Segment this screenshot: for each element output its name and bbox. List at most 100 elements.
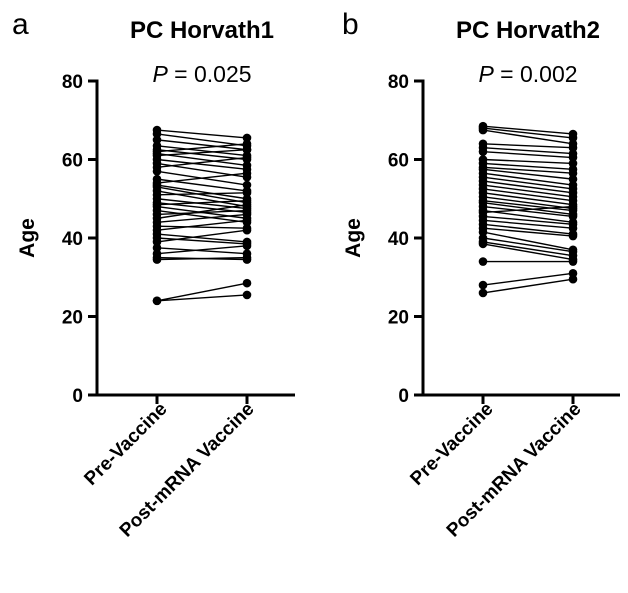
pair-line (156, 139, 248, 151)
data-point-post (242, 241, 252, 251)
pair-line (156, 213, 248, 223)
pair-line (482, 184, 574, 198)
data-points-a (152, 125, 252, 306)
pair-line (482, 272, 574, 286)
pair-line (156, 152, 248, 167)
y-tick-label-b: 0 (398, 386, 409, 407)
p-value-label-a: P (152, 61, 168, 87)
data-point-pre (478, 280, 488, 290)
p-value-annotation-a: P = 0.025 (152, 61, 251, 87)
data-point-post (568, 159, 578, 168)
pair-line (482, 127, 574, 139)
pair-line (156, 245, 248, 255)
data-point-post (242, 145, 252, 154)
data-point-post (242, 188, 252, 198)
pair-line (482, 278, 574, 294)
data-point-post (242, 253, 252, 262)
data-point-post (242, 210, 252, 219)
pair-line (482, 172, 574, 186)
pair-line (482, 176, 574, 190)
x-category-label-pre-a: Pre-Vaccine (80, 399, 171, 490)
pair-line (482, 205, 574, 214)
y-tick-label-b: 80 (388, 72, 409, 93)
data-point-post (568, 274, 578, 284)
data-point-post (568, 153, 578, 162)
data-point-post (242, 139, 252, 149)
data-point-post (568, 133, 578, 143)
pair-line (156, 186, 248, 204)
pair-line (482, 200, 574, 212)
pair-line (482, 223, 574, 235)
y-tick-label-a: 40 (62, 229, 83, 250)
pair-line (156, 256, 248, 261)
pair-line (482, 147, 574, 155)
data-point-post (242, 278, 252, 288)
data-point-pre (152, 129, 162, 139)
pair-line (482, 150, 574, 159)
axes-b: 0 20 40 60 80 (388, 72, 620, 407)
pair-line (482, 192, 574, 206)
data-point-pre (478, 125, 488, 135)
data-point-pre (152, 166, 162, 176)
data-points-b (478, 121, 578, 298)
panel-letter-b: b (342, 8, 359, 41)
data-point-post (568, 168, 578, 178)
data-point-post (242, 133, 252, 143)
y-axis-label-a: Age (16, 218, 39, 258)
pair-line (156, 190, 248, 208)
pair-line (156, 143, 248, 153)
pair-line (482, 125, 574, 135)
pair-line (482, 162, 574, 171)
pair-line (482, 201, 574, 216)
y-tick-label-a: 60 (62, 151, 83, 172)
data-point-post (568, 231, 578, 241)
pair-line (482, 215, 574, 225)
data-point-pre (152, 296, 162, 306)
pair-line (156, 247, 248, 255)
pair-lines-b (482, 125, 574, 294)
pair-line (156, 294, 248, 302)
data-point-pre (478, 227, 488, 237)
pair-line (156, 145, 248, 157)
p-value-text-a: = 0.025 (168, 61, 252, 87)
data-point-post (242, 200, 252, 209)
pair-line (156, 184, 248, 200)
pair-line (482, 168, 574, 180)
x-category-label-pre-b: Pre-Vaccine (406, 399, 497, 490)
pair-line (482, 231, 574, 251)
pair-line (156, 156, 248, 169)
pair-lines-a (156, 129, 248, 302)
pair-line (156, 148, 248, 161)
pair-line (482, 196, 574, 210)
pair-line (482, 205, 574, 218)
pair-line (156, 209, 248, 216)
data-point-post (568, 174, 578, 184)
data-point-pre (478, 257, 488, 266)
panel-letter-a: a (12, 8, 29, 41)
data-point-pre (478, 288, 488, 298)
data-point-post (568, 212, 578, 221)
y-tick-label-a: 20 (62, 308, 83, 329)
pair-line (156, 225, 248, 229)
pair-line (482, 227, 574, 237)
pair-line (156, 200, 248, 206)
chart-title-a: PC Horvath1 (130, 17, 274, 44)
p-value-annotation-b: P = 0.002 (478, 61, 577, 87)
data-point-post (568, 143, 578, 153)
data-point-post (568, 223, 578, 233)
pair-line (156, 158, 248, 171)
pair-line (156, 148, 248, 157)
data-point-post (242, 216, 252, 225)
pair-line (482, 188, 574, 202)
pair-line (482, 209, 574, 223)
pair-line (156, 229, 248, 243)
pair-line (156, 133, 248, 147)
pair-line (156, 237, 248, 245)
pair-line (156, 192, 248, 196)
data-point-pre (152, 243, 162, 253)
pair-line (156, 233, 248, 243)
pair-line (156, 203, 248, 220)
y-tick-label-a: 80 (62, 72, 83, 93)
pair-line (482, 143, 574, 149)
